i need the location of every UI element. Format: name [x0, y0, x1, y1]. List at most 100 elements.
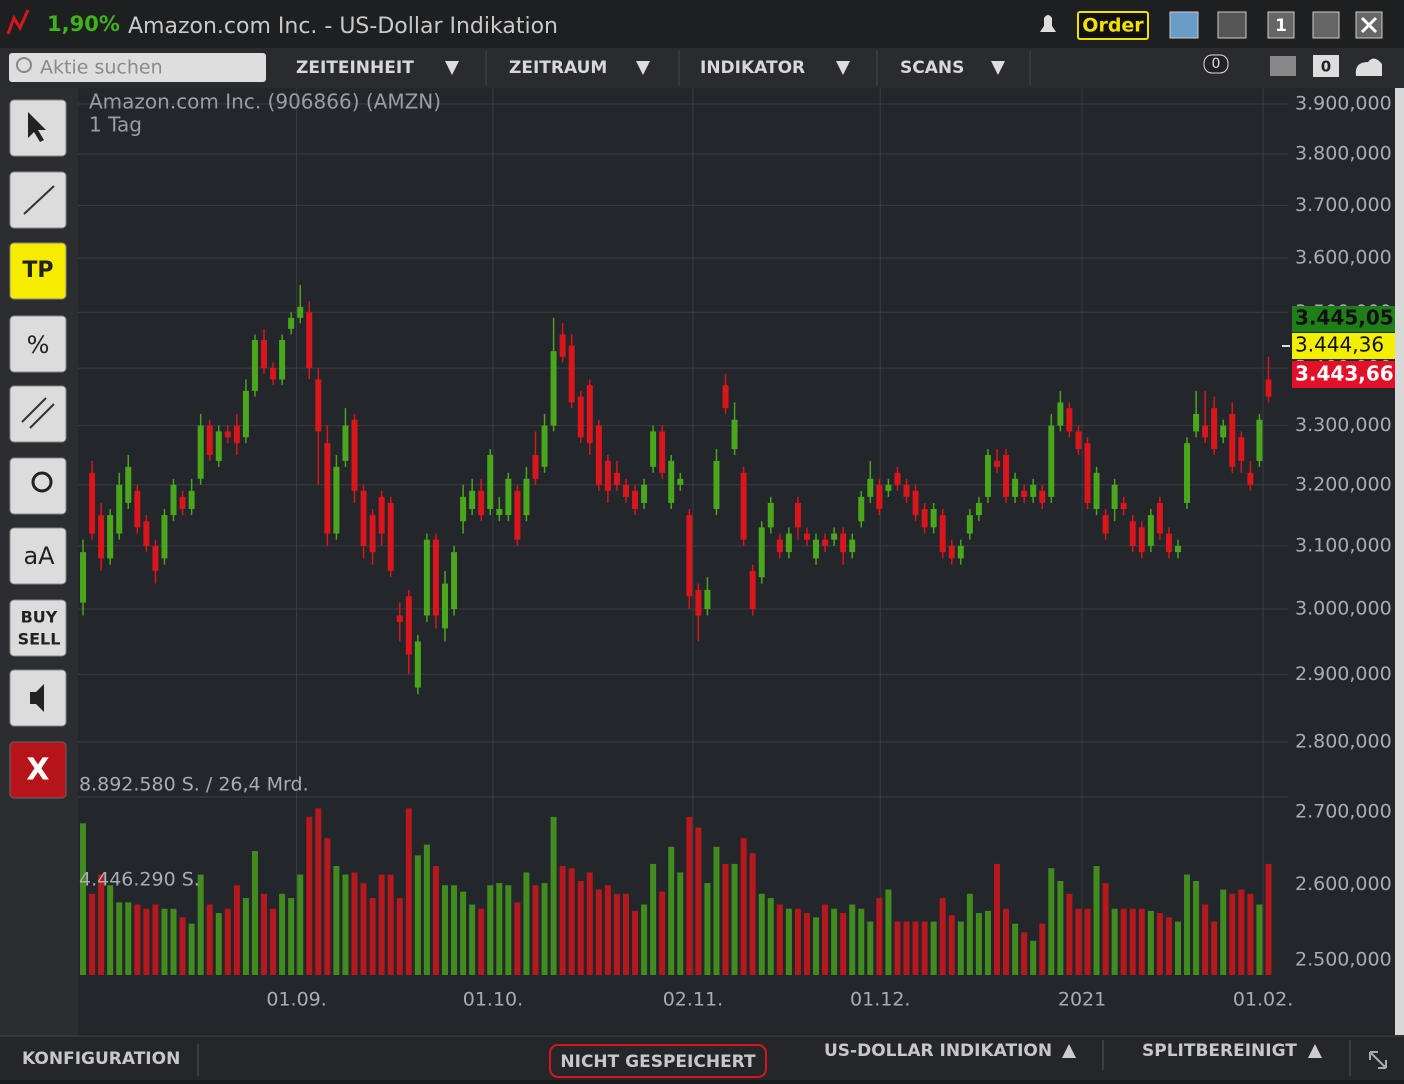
volume-bar: [885, 889, 892, 975]
volume-bar: [1156, 913, 1163, 975]
volume-bar: [1084, 908, 1091, 975]
candle-body: [1247, 472, 1254, 485]
candle-body: [261, 340, 268, 369]
plot: [80, 285, 1272, 975]
candle-body: [143, 521, 150, 546]
window-one-button[interactable]: [1267, 11, 1295, 39]
window-one-label: 1: [1275, 16, 1287, 36]
candle-body: [1202, 425, 1209, 438]
y-tick-label: 3.300,000: [1295, 414, 1392, 436]
currency-menu[interactable]: US-DOLLAR INDIKATION: [824, 1041, 1052, 1061]
y-tick-label: 2.900,000: [1295, 663, 1392, 685]
candle-body: [496, 509, 503, 516]
layout-button[interactable]: [1217, 11, 1247, 39]
add-watchlist-button[interactable]: [1270, 56, 1296, 76]
folder-button[interactable]: [1313, 55, 1339, 77]
ask-price: 3.443,66: [1295, 362, 1394, 386]
candle-body: [722, 385, 729, 409]
y-tick-label: 3.800,000: [1295, 143, 1392, 165]
y-tick-label: 3.100,000: [1295, 534, 1392, 556]
y-tick-label: 3.200,000: [1295, 473, 1392, 495]
candle-body: [396, 615, 403, 622]
order-button[interactable]: [1077, 11, 1149, 40]
resize-button[interactable]: [1369, 1051, 1387, 1069]
text-tool[interactable]: [9, 527, 67, 585]
candle-body: [831, 533, 838, 540]
candle-body: [668, 460, 675, 503]
tp-tool[interactable]: [9, 242, 67, 300]
search-box[interactable]: [9, 53, 266, 82]
cloud-upload-button[interactable]: [1355, 58, 1382, 76]
volume-bar: [414, 855, 421, 975]
text-tool-label: aA: [23, 542, 55, 570]
maximize-button[interactable]: [1312, 11, 1340, 39]
candle-body: [342, 425, 349, 461]
menu-item[interactable]: INDIKATOR: [700, 58, 805, 78]
volume-bar: [659, 891, 666, 975]
chart-title: Amazon.com Inc. (906866) (AMZN): [89, 90, 441, 114]
volume-bar: [460, 891, 467, 975]
candle-body: [650, 431, 657, 467]
menu-item[interactable]: ZEITEINHEIT: [296, 58, 414, 78]
volume-bar: [134, 904, 141, 975]
candle-body: [1256, 419, 1263, 461]
volume-tick-label: 4.446.290 S.: [79, 869, 200, 891]
volume-bar: [1021, 932, 1028, 975]
candle-body: [224, 431, 231, 438]
volume-bar: [650, 863, 657, 975]
candle-body: [315, 379, 322, 432]
volume-bar: [242, 898, 249, 975]
volume-bar: [740, 838, 747, 975]
volume-bar: [1220, 889, 1227, 975]
menu-arrow: [836, 61, 850, 75]
volume-bar: [188, 923, 195, 975]
alarm-count: 0: [1212, 56, 1221, 72]
candle-body: [423, 539, 430, 616]
candle-body: [1003, 454, 1010, 497]
menu-item[interactable]: SCANS: [900, 58, 964, 78]
candle-body: [324, 443, 331, 534]
delete-tool[interactable]: [9, 741, 67, 799]
save-status[interactable]: [549, 1044, 767, 1078]
split-menu[interactable]: SPLITBEREINIGT: [1142, 1041, 1297, 1061]
volume-bar: [948, 915, 955, 975]
volume-bar: [505, 885, 512, 975]
candle-body: [966, 515, 973, 534]
volume-bar: [713, 846, 720, 975]
volume-bar: [387, 874, 394, 975]
config-button[interactable]: KONFIGURATION: [22, 1049, 180, 1069]
menu-item[interactable]: ZEITRAUM: [509, 58, 607, 78]
y-tick-label: 2.500,000: [1295, 949, 1392, 971]
alarm-counter[interactable]: [1203, 54, 1229, 74]
cloud-button[interactable]: [1169, 11, 1199, 39]
volume-bar: [1247, 893, 1254, 975]
channel-tool[interactable]: [9, 385, 67, 443]
y-tick-label: 3.000,000: [1295, 598, 1392, 620]
candle-body: [251, 340, 258, 391]
candle-body: [541, 425, 548, 467]
volume-bar: [668, 846, 675, 975]
zoom-tool[interactable]: [9, 457, 67, 515]
last-price: 3.444,36: [1295, 333, 1384, 357]
volume-bar: [550, 816, 557, 975]
volume-bar: [532, 885, 539, 975]
volume-bar: [586, 872, 593, 975]
channel-icon: [21, 397, 55, 429]
candle-body: [1138, 527, 1145, 553]
candle-body: [1075, 431, 1082, 450]
volume-bar: [342, 874, 349, 975]
menu-bar: ZEITEINHEIT ZEITRAUM INDIKATOR SCANS: [296, 50, 1031, 86]
volume-bar: [1193, 880, 1200, 975]
percent-tool[interactable]: [9, 315, 67, 373]
candle-body: [89, 472, 96, 534]
candle-body: [903, 484, 910, 497]
candle-body: [595, 425, 602, 485]
volume-bar: [351, 872, 358, 975]
candle-body: [387, 502, 394, 571]
y-tick-label: 3.700,000: [1295, 194, 1392, 216]
y-tick-label: 2.800,000: [1295, 730, 1392, 752]
buy-sell-tool[interactable]: [9, 599, 67, 657]
alarm-button[interactable]: [1040, 15, 1056, 32]
candle-body: [478, 490, 485, 516]
menu-arrow: [1062, 1044, 1076, 1058]
